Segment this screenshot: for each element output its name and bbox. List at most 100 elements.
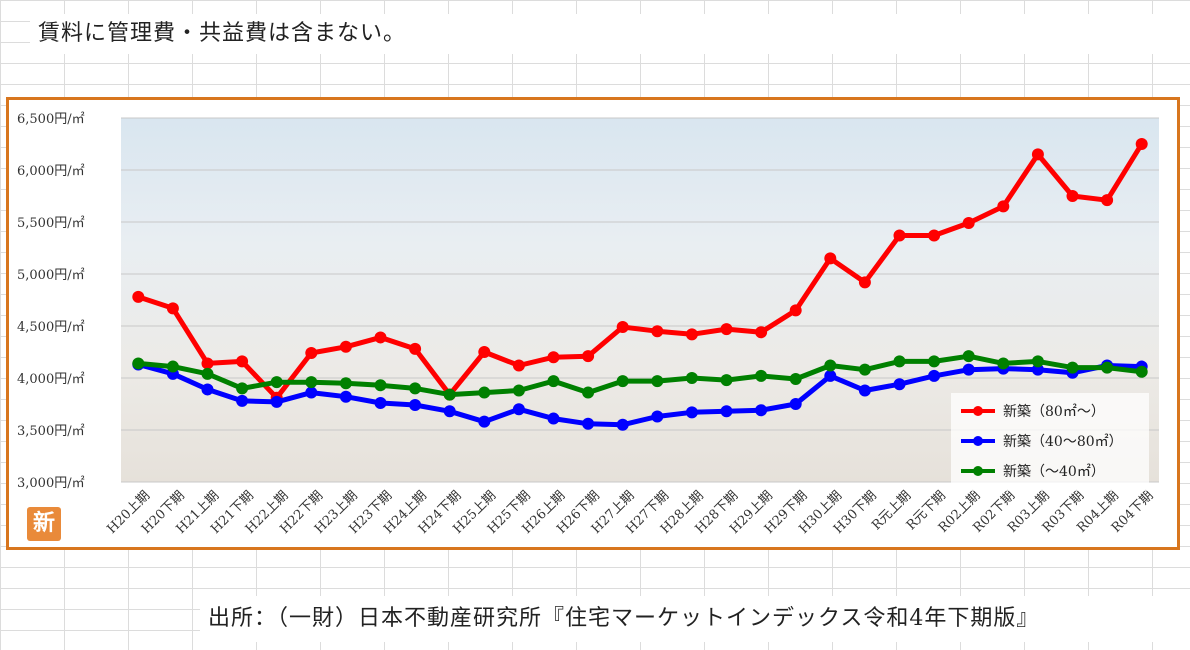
legend-swatch-marker [973, 406, 983, 416]
data-point [1135, 365, 1148, 378]
data-point [374, 396, 387, 409]
data-point [651, 375, 664, 388]
series-line-0 [135, 141, 1145, 401]
data-point [236, 355, 249, 368]
data-point [270, 395, 283, 408]
data-point [824, 252, 837, 265]
data-point [1101, 194, 1114, 207]
data-point [1031, 363, 1044, 376]
data-point [374, 379, 387, 392]
series-line-2 [135, 353, 1145, 398]
data-point [720, 323, 733, 336]
data-point [685, 406, 698, 419]
data-point [478, 415, 491, 428]
data-point [478, 346, 491, 358]
data-point [582, 350, 595, 363]
data-point [270, 376, 283, 389]
data-point [928, 369, 941, 382]
rent-note: 賃料に管理費・共益費は含まない。 [30, 14, 1190, 54]
data-point [962, 363, 975, 376]
data-point [547, 351, 560, 364]
data-point [893, 355, 906, 368]
legend-label: 新築（～40㎡） [1003, 464, 1105, 480]
data-point [616, 321, 629, 334]
data-point [443, 405, 456, 418]
data-point [409, 382, 422, 395]
data-point [166, 302, 179, 315]
data-point [201, 357, 214, 370]
data-point [305, 386, 318, 399]
data-point [651, 325, 664, 338]
data-point [962, 217, 975, 230]
data-point [547, 375, 560, 388]
data-point [858, 363, 871, 376]
y-tick-label: 3,000円/㎡ [17, 476, 85, 491]
y-tick-label: 4,000円/㎡ [17, 372, 85, 387]
data-point [478, 386, 491, 399]
data-point [166, 360, 179, 373]
y-tick-label: 5,000円/㎡ [17, 268, 85, 283]
data-point [928, 355, 941, 368]
data-point [928, 229, 941, 242]
y-tick-label: 5,500円/㎡ [17, 216, 85, 231]
data-point [858, 276, 871, 289]
data-point [512, 403, 525, 416]
data-point [755, 369, 768, 382]
data-point [858, 384, 871, 397]
data-point [132, 290, 145, 303]
y-tick-label: 6,000円/㎡ [17, 164, 85, 179]
rent-line-chart: 3,000円/㎡ 3,500円/㎡ 4,000円/㎡ 4,500円/㎡ 5,000円/㎡… [17, 112, 1159, 537]
chart-frame: 新 3,000円/㎡ 3,500円/㎡ 4,000円/㎡ 4,500円/㎡ 5,000円… [6, 97, 1180, 550]
data-point [339, 390, 352, 403]
data-point [512, 359, 525, 372]
data-point [755, 326, 768, 339]
data-point [962, 350, 975, 363]
data-point [236, 382, 249, 395]
data-point [443, 388, 456, 401]
y-tick-label: 4,500円/㎡ [17, 320, 85, 335]
data-point [616, 375, 629, 388]
data-point [685, 372, 698, 384]
data-point [305, 347, 318, 360]
data-point [997, 200, 1010, 213]
legend-swatch-marker [973, 436, 983, 446]
data-point [616, 418, 629, 431]
data-point [789, 398, 802, 410]
data-point [582, 386, 595, 399]
data-point [1031, 355, 1044, 368]
data-point [339, 377, 352, 390]
data-point [720, 374, 733, 387]
source-citation: 出所：（一財）日本不動産研究所『住宅マーケットインデックス令和4年下期版』 [200, 596, 1190, 642]
data-point [789, 304, 802, 317]
y-tick-label: 3,500円/㎡ [17, 424, 85, 439]
data-point [339, 340, 352, 353]
data-point [1066, 361, 1079, 374]
legend-swatch-marker [973, 466, 983, 476]
data-point [685, 328, 698, 341]
data-point [409, 399, 422, 412]
data-point [824, 359, 837, 372]
data-point [512, 384, 525, 397]
data-point [374, 331, 387, 344]
new-building-badge: 新 [27, 507, 61, 541]
data-point [1101, 361, 1114, 374]
data-point [409, 342, 422, 355]
data-point [755, 404, 768, 417]
data-point [132, 357, 145, 370]
data-point [547, 412, 560, 425]
data-point [997, 357, 1010, 370]
data-point [201, 383, 214, 396]
data-point [789, 373, 802, 386]
data-point [720, 405, 733, 418]
y-tick-label: 6,500円/㎡ [17, 112, 85, 127]
legend-label: 新築（40～80㎡） [1003, 434, 1123, 450]
data-point [201, 367, 214, 380]
data-point [305, 376, 318, 389]
data-point [651, 410, 664, 423]
data-point [582, 417, 595, 430]
data-point [1135, 138, 1148, 150]
data-point [1031, 148, 1044, 161]
data-point [236, 394, 249, 407]
data-point [893, 378, 906, 391]
data-point [893, 229, 906, 242]
